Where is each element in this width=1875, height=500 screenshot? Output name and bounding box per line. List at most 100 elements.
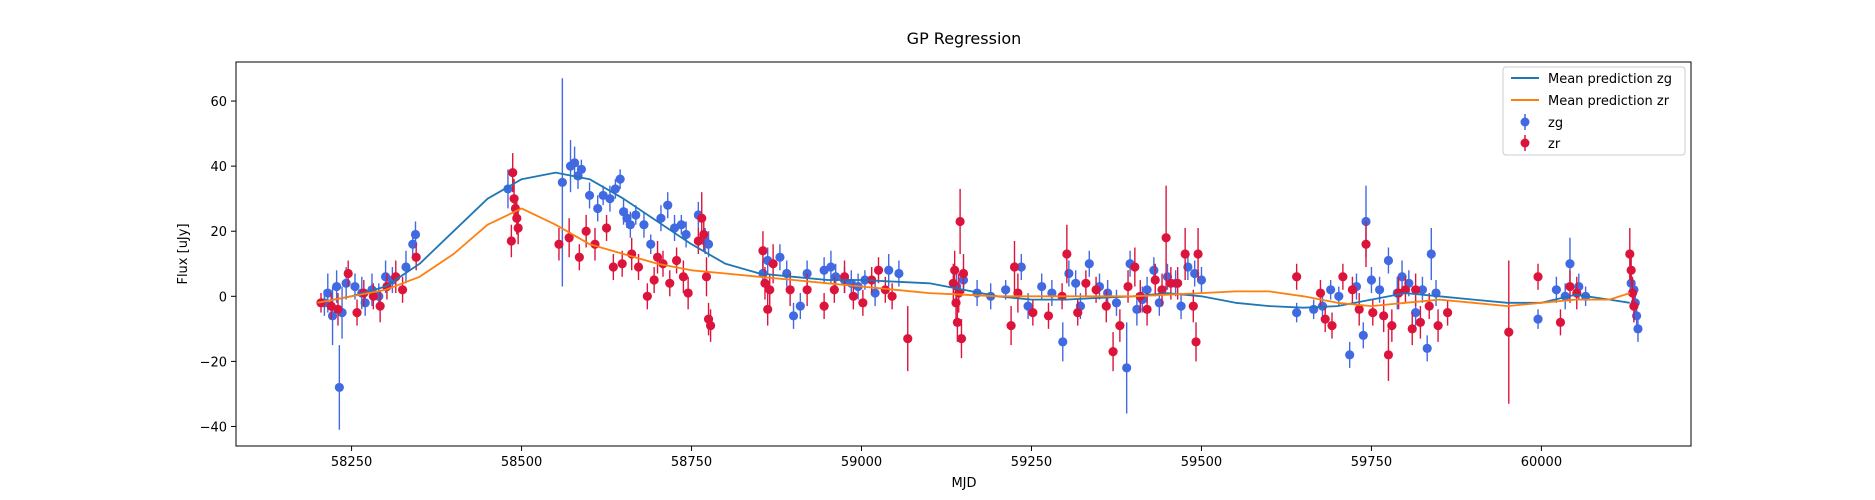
- zr-marker: [758, 246, 768, 256]
- zg-marker: [1565, 259, 1575, 269]
- zr-point: [1533, 263, 1543, 290]
- zr-marker: [1407, 324, 1417, 334]
- zr-marker: [1292, 272, 1302, 282]
- zr-marker: [1009, 262, 1020, 272]
- zg-marker: [1422, 343, 1432, 353]
- zr-marker: [633, 262, 644, 272]
- zr-point: [683, 276, 693, 310]
- axes-frame: [235, 61, 1692, 447]
- zr-marker: [1173, 278, 1183, 288]
- zr-point: [1062, 224, 1072, 284]
- zr-marker: [512, 213, 522, 223]
- zr-marker: [1533, 272, 1543, 282]
- zg-marker: [1345, 350, 1355, 360]
- zg-marker: [646, 239, 656, 249]
- zr-point: [958, 254, 969, 294]
- zr-point: [1565, 270, 1575, 303]
- zr-marker: [903, 334, 913, 344]
- zg-point: [625, 211, 635, 238]
- zg-point: [1345, 341, 1355, 368]
- zg-point: [1047, 280, 1057, 307]
- zr-marker: [601, 223, 612, 233]
- zr-marker: [1379, 311, 1389, 321]
- zg-marker: [1058, 337, 1068, 347]
- zr-point: [375, 289, 385, 323]
- zg-marker: [332, 281, 342, 292]
- zr-point: [1387, 309, 1397, 342]
- legend-label-mean-zr: Mean prediction zr: [1548, 94, 1670, 109]
- zr-point: [1193, 227, 1203, 281]
- zr-point: [887, 283, 897, 310]
- zg-marker: [1132, 304, 1142, 314]
- zr-marker: [1411, 285, 1421, 295]
- zg-point: [1309, 299, 1319, 320]
- zr-marker: [1565, 281, 1575, 292]
- zg-marker: [557, 177, 567, 188]
- zr-point: [1006, 306, 1016, 346]
- zr-marker: [693, 236, 703, 246]
- zr-marker: [1142, 304, 1152, 314]
- zg-marker: [360, 298, 370, 308]
- zg-marker: [615, 174, 625, 184]
- zr-point: [1383, 328, 1394, 381]
- zr-marker: [1387, 320, 1397, 331]
- zg-point: [826, 250, 836, 284]
- zr-marker: [1629, 301, 1639, 311]
- zr-marker: [1180, 249, 1190, 259]
- zg-point: [334, 345, 344, 430]
- zg-marker: [795, 301, 805, 311]
- zr-marker: [1368, 307, 1378, 318]
- zr-marker: [581, 226, 591, 236]
- x-tick-label: 59500: [1181, 455, 1222, 470]
- zr-marker: [1081, 278, 1091, 288]
- chart-title: GP Regression: [907, 29, 1022, 48]
- x-tick-label: 58500: [501, 455, 542, 470]
- zg-point: [1358, 322, 1368, 349]
- zg-point: [1058, 322, 1068, 362]
- zr-marker: [1043, 311, 1054, 321]
- zg-marker: [775, 252, 785, 262]
- zg-point: [663, 192, 673, 219]
- zr-marker: [829, 285, 839, 295]
- zg-marker: [870, 288, 880, 298]
- zg-marker: [576, 164, 586, 174]
- zg-marker: [593, 203, 603, 214]
- zg-marker: [1103, 288, 1113, 298]
- zr-marker: [839, 272, 850, 282]
- zg-point: [1176, 293, 1186, 320]
- zg-point: [410, 221, 421, 248]
- zg-marker: [327, 311, 338, 321]
- zr-point: [1150, 263, 1160, 297]
- zr-marker: [1433, 320, 1443, 331]
- zg-marker: [1064, 268, 1074, 279]
- zg-marker: [1533, 314, 1543, 324]
- x-axis-label: MJD: [951, 476, 976, 491]
- zg-marker: [1122, 363, 1132, 373]
- zr-marker: [1361, 239, 1371, 249]
- zr-point: [1292, 263, 1302, 290]
- zr-marker: [333, 304, 343, 314]
- zr-marker: [1424, 301, 1434, 311]
- zr-marker: [1320, 314, 1330, 324]
- zr-point: [848, 283, 858, 310]
- zg-marker: [894, 268, 904, 279]
- zg-marker: [1326, 285, 1336, 295]
- zg-marker: [631, 210, 641, 220]
- zr-marker: [1354, 304, 1364, 314]
- zr-point: [1361, 221, 1371, 268]
- zr-marker: [950, 265, 960, 275]
- zr-point: [1009, 240, 1020, 294]
- zr-point: [705, 309, 716, 342]
- zr-point: [839, 260, 850, 294]
- zr-marker: [665, 278, 675, 288]
- zr-point: [508, 153, 518, 193]
- zr-marker: [411, 252, 421, 262]
- y-tick-label: −20: [200, 355, 227, 370]
- zr-point: [1555, 309, 1566, 336]
- y-tick-label: −40: [200, 420, 227, 435]
- zg-marker: [831, 272, 841, 282]
- zg-marker: [401, 262, 411, 272]
- zr-point: [1327, 312, 1337, 339]
- zr-point: [1368, 299, 1378, 326]
- zr-marker: [649, 275, 659, 285]
